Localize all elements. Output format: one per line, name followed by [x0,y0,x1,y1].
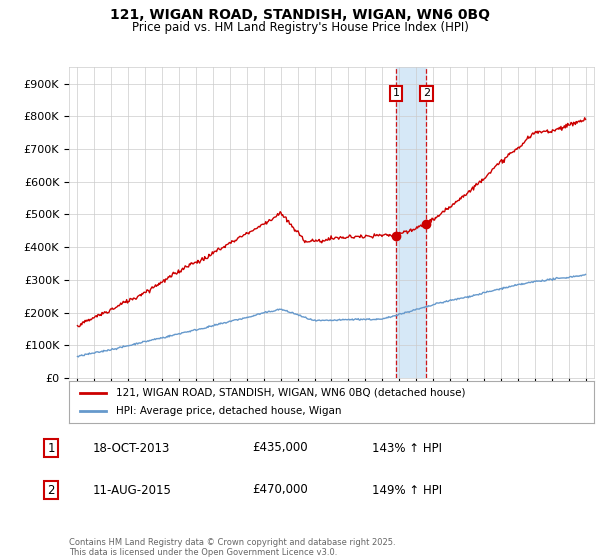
Text: 121, WIGAN ROAD, STANDISH, WIGAN, WN6 0BQ: 121, WIGAN ROAD, STANDISH, WIGAN, WN6 0B… [110,8,490,22]
Text: 18-OCT-2013: 18-OCT-2013 [93,441,170,455]
Text: Price paid vs. HM Land Registry's House Price Index (HPI): Price paid vs. HM Land Registry's House … [131,21,469,34]
Text: 143% ↑ HPI: 143% ↑ HPI [372,441,442,455]
Text: 2: 2 [423,88,430,99]
Text: 11-AUG-2015: 11-AUG-2015 [93,483,172,497]
Text: £435,000: £435,000 [252,441,308,455]
Text: £470,000: £470,000 [252,483,308,497]
Text: 2: 2 [47,483,55,497]
Text: 149% ↑ HPI: 149% ↑ HPI [372,483,442,497]
Bar [396,67,427,378]
Text: Contains HM Land Registry data © Crown copyright and database right 2025.
This d: Contains HM Land Registry data © Crown c… [69,538,395,557]
Text: 121, WIGAN ROAD, STANDISH, WIGAN, WN6 0BQ (detached house): 121, WIGAN ROAD, STANDISH, WIGAN, WN6 0B… [116,388,466,398]
Text: 1: 1 [47,441,55,455]
Text: 1: 1 [392,88,400,99]
Text: HPI: Average price, detached house, Wigan: HPI: Average price, detached house, Wiga… [116,406,342,416]
